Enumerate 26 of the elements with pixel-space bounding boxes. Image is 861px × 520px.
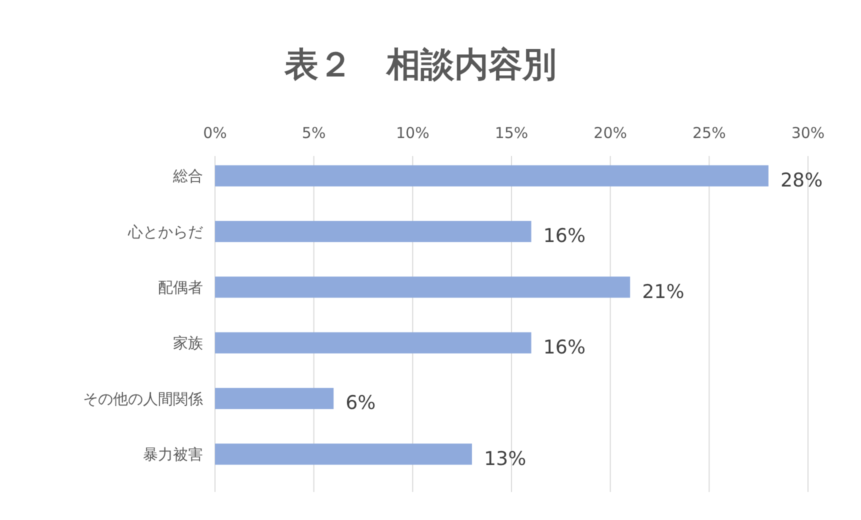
x-tick-label: 5% [302,124,326,142]
data-label: 21% [642,280,684,303]
y-tick-label: 配偶者 [158,278,203,296]
bar [215,388,334,410]
y-tick-label: 家族 [173,334,203,352]
x-tick-label: 25% [692,124,726,142]
bar [215,220,532,242]
bar [215,332,532,354]
y-tick-label: その他の人間関係 [83,390,203,408]
x-tick-label: 0% [203,124,227,142]
data-label: 16% [543,225,586,248]
x-tick-label: 20% [594,124,628,142]
x-tick-label: 30% [791,124,825,142]
x-tick-label: 10% [396,124,430,142]
data-label: 6% [346,392,376,414]
y-tick-label: 暴力被害 [143,445,203,464]
y-tick-label: 総合 [172,167,203,186]
data-label: 16% [543,336,586,358]
x-tick-label: 15% [494,124,528,142]
bar [215,444,472,465]
y-tick-label: 心とからだ [127,222,203,241]
bar [215,276,630,298]
bar [215,165,768,186]
data-label: 28% [780,169,823,192]
chart-title: 表２ 相談内容別 [284,45,556,85]
data-label: 13% [484,448,526,470]
